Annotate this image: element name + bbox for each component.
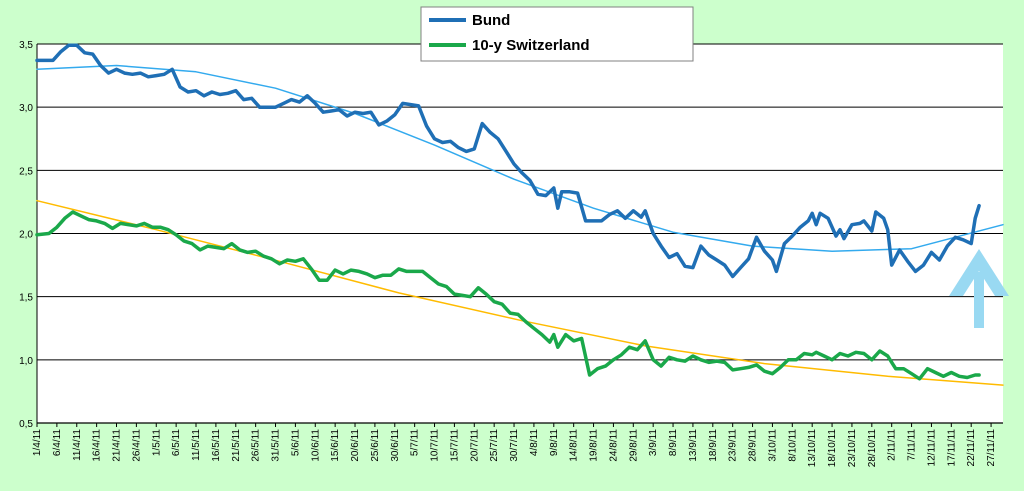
x-tick-label: 18/10/11 [827, 429, 838, 468]
x-tick-label: 15/7/11 [449, 429, 460, 462]
legend-label-bund: Bund [472, 12, 510, 29]
x-tick-label: 6/5/11 [171, 429, 182, 456]
x-tick-label: 23/9/11 [728, 429, 739, 462]
x-tick-label: 13/10/11 [807, 429, 818, 468]
x-tick-label: 25/7/11 [489, 429, 500, 462]
x-tick-label: 28/10/11 [867, 429, 878, 468]
x-tick-label: 16/4/11 [92, 429, 103, 462]
x-tick-label: 3/10/11 [767, 429, 778, 462]
x-tick-label: 21/5/11 [231, 429, 242, 462]
gridlines [36, 43, 1003, 424]
x-tick-label: 18/9/11 [708, 429, 719, 462]
x-tick-label: 3/9/11 [648, 429, 659, 456]
x-tick-label: 23/10/11 [847, 429, 858, 468]
arrow-head [949, 249, 1009, 296]
x-tick-label: 2/11/11 [887, 429, 898, 461]
series-lines [35, 43, 1004, 386]
arrow-shaft [974, 272, 984, 328]
x-tick-label: 17/11/11 [946, 429, 957, 467]
x-tick-label: 11/4/11 [72, 429, 83, 461]
y-tick-label: 1,5 [19, 293, 33, 304]
switzerland-line [35, 210, 981, 381]
switzerland-trend-line [36, 199, 1004, 386]
y-tick-label: 2,0 [19, 230, 33, 241]
x-tick-label: 26/5/11 [251, 429, 262, 462]
x-tick-label: 30/6/11 [390, 429, 401, 462]
x-tick-label: 27/11/11 [986, 429, 997, 467]
legend-label-switzerland: 10-y Switzerland [472, 37, 590, 54]
x-tick-label: 26/4/11 [131, 429, 142, 462]
x-tick-label: 6/4/11 [52, 429, 63, 456]
up-arrow-annotation [949, 249, 1009, 328]
bund-trend-line [36, 64, 1004, 252]
y-tick-label: 3,5 [19, 40, 33, 51]
x-tick-label: 24/8/11 [608, 429, 619, 462]
x-tick-label: 1/5/11 [151, 429, 162, 456]
y-axis-ticks: 0,5 1,0 1,5 2,0 2,5 3,0 3,5 [19, 40, 33, 430]
x-tick-label: 31/5/11 [271, 429, 282, 462]
legend: Bund 10-y Switzerland [420, 6, 694, 62]
y-tick-label: 2,5 [19, 166, 33, 177]
x-tick-label: 14/8/11 [569, 429, 580, 462]
bund-line [35, 43, 981, 279]
x-tick-label: 7/11/11 [907, 429, 918, 461]
x-tick-label: 5/7/11 [410, 429, 421, 456]
x-tick-label: 12/11/11 [926, 429, 937, 467]
y-tick-label: 1,0 [19, 356, 33, 367]
y-tick-label: 3,0 [19, 103, 33, 114]
x-tick-label: 29/8/11 [628, 429, 639, 462]
x-tick-label: 1/4/11 [32, 429, 43, 456]
x-tick-label: 19/8/11 [589, 429, 600, 462]
x-tick-label: 5/6/11 [290, 429, 301, 456]
y-tick-label: 0,5 [19, 419, 33, 430]
x-tick-label: 8/9/11 [668, 429, 679, 456]
x-tick-label: 8/10/11 [787, 429, 798, 462]
x-tick-label: 28/9/11 [748, 429, 759, 462]
x-tick-label: 20/6/11 [350, 429, 361, 462]
x-axis-ticks: 1/4/11 6/4/11 11/4/11 16/4/11 21/4/11 26/4/11… [32, 423, 997, 467]
x-tick-label: 10/6/11 [310, 429, 321, 462]
x-tick-label: 22/11/11 [966, 429, 977, 467]
x-tick-label: 16/5/11 [211, 429, 222, 462]
legend-box [420, 6, 694, 62]
x-tick-label: 13/9/11 [688, 429, 699, 462]
x-tick-label: 30/7/11 [509, 429, 520, 462]
x-tick-label: 25/6/11 [370, 429, 381, 462]
x-tick-label: 4/8/11 [529, 429, 540, 456]
x-tick-label: 11/5/11 [191, 429, 202, 461]
x-tick-label: 9/8/11 [549, 429, 560, 456]
x-tick-label: 15/6/11 [330, 429, 341, 462]
x-tick-label: 20/7/11 [469, 429, 480, 462]
x-tick-label: 21/4/11 [112, 429, 123, 462]
x-tick-label: 10/7/11 [430, 429, 441, 462]
